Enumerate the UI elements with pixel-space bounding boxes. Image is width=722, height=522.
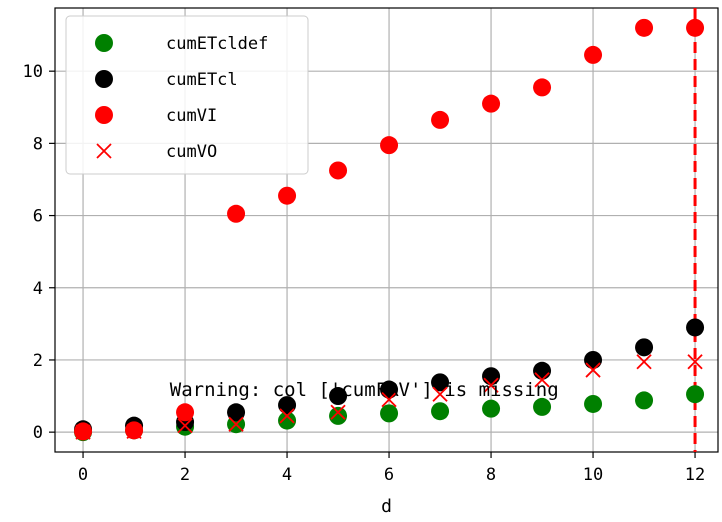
data-point	[278, 186, 297, 205]
x-marker-stroke	[177, 418, 193, 434]
data-point	[431, 110, 450, 129]
x-marker-stroke	[432, 386, 448, 402]
x-tick-label: 4	[282, 465, 292, 485]
data-series	[74, 18, 705, 442]
data-point	[329, 387, 348, 406]
x-marker-stroke	[483, 377, 499, 393]
legend-marker	[95, 106, 113, 124]
data-point	[482, 94, 501, 113]
x-axis-label: d	[381, 496, 392, 517]
data-point	[686, 385, 705, 404]
data-point	[278, 396, 297, 415]
x-marker-stroke	[636, 354, 652, 370]
data-point	[533, 397, 552, 416]
data-point	[380, 404, 399, 423]
x-tick-label: 6	[384, 465, 394, 485]
legend-box	[65, 15, 309, 175]
y-tick-label: 2	[33, 351, 43, 371]
legend-label: cumETcl	[166, 70, 238, 90]
data-point	[227, 204, 246, 223]
warning-annotation: Warning: col ['cumFRV'] is missing	[170, 379, 559, 401]
legend-label: cumETcldef	[166, 34, 268, 54]
legend-marker	[96, 143, 112, 159]
y-tick-label: 8	[33, 134, 43, 154]
data-point	[330, 404, 346, 420]
x-marker-stroke	[687, 354, 703, 370]
data-point	[483, 377, 499, 393]
x-marker-stroke	[228, 416, 244, 432]
x-marker-stroke	[585, 362, 601, 378]
data-point	[584, 45, 603, 64]
x-marker-stroke	[126, 423, 142, 440]
data-point	[278, 411, 297, 430]
data-point	[635, 391, 654, 410]
data-point	[227, 403, 246, 422]
legend-item: cumETcl	[95, 70, 238, 90]
data-point	[686, 318, 705, 337]
tick-labels: 0 2 4 6 8 10 12 0 2 4 6 8 10	[23, 62, 706, 485]
data-point	[534, 372, 550, 388]
data-point	[584, 350, 603, 369]
y-tick-label: 6	[33, 207, 43, 227]
legend: cumETcldef cumETcl cumVI cumVO	[65, 15, 309, 175]
data-point	[482, 399, 501, 418]
data-point	[228, 416, 244, 432]
data-point	[432, 386, 448, 402]
legend-label: cumVO	[166, 142, 217, 162]
legend-marker	[95, 34, 113, 52]
x-marker-stroke	[381, 392, 397, 408]
data-point	[329, 406, 348, 425]
data-point	[533, 78, 552, 97]
y-tick-label: 0	[33, 423, 43, 443]
data-point	[636, 354, 652, 370]
data-point	[380, 136, 399, 155]
data-point	[686, 18, 705, 37]
data-point	[176, 403, 195, 422]
data-point	[533, 361, 552, 380]
x-tick-label: 2	[180, 465, 190, 485]
legend-item: cumVI	[95, 106, 217, 126]
data-point	[431, 402, 450, 421]
x-marker-stroke	[75, 424, 91, 440]
data-point	[635, 18, 654, 37]
x-tick-label: 10	[583, 465, 603, 485]
data-point	[585, 362, 601, 378]
data-point	[635, 338, 654, 357]
data-point	[431, 373, 450, 392]
y-tick-label: 4	[33, 279, 43, 299]
x-tick-label: 8	[486, 465, 496, 485]
legend-marker	[95, 70, 113, 88]
legend-item: cumETcldef	[95, 34, 268, 54]
data-point	[279, 408, 295, 424]
x-marker-stroke	[96, 143, 112, 159]
legend-label: cumVI	[166, 106, 217, 126]
x-marker-stroke	[279, 408, 295, 424]
data-point	[177, 418, 193, 434]
axes	[49, 7, 719, 458]
data-point	[381, 392, 397, 408]
x-marker-stroke	[330, 404, 346, 420]
data-point	[75, 424, 91, 440]
data-point	[329, 161, 348, 180]
series-cumVO	[75, 354, 703, 440]
x-tick-label: 0	[78, 465, 88, 485]
data-point	[126, 423, 142, 440]
legend-item: cumVO	[96, 142, 217, 162]
plot-frame	[54, 7, 719, 453]
data-point	[584, 394, 603, 413]
y-tick-label: 10	[23, 62, 43, 82]
x-marker-stroke	[534, 372, 550, 388]
series-cumVI	[74, 18, 705, 441]
x-tick-label: 12	[685, 465, 705, 485]
data-point	[687, 354, 703, 370]
